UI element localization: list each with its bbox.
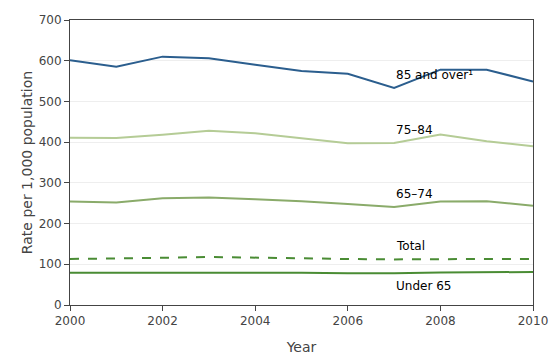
svg-text:2004: 2004 (240, 314, 271, 328)
svg-text:85 and over¹: 85 and over¹ (396, 68, 473, 82)
svg-text:65–74: 65–74 (396, 187, 433, 201)
svg-text:2002: 2002 (147, 314, 178, 328)
svg-text:700: 700 (39, 13, 62, 27)
svg-text:Year: Year (286, 339, 317, 355)
svg-text:300: 300 (39, 176, 62, 190)
svg-text:500: 500 (39, 95, 62, 109)
svg-text:75–84: 75–84 (396, 123, 433, 137)
svg-text:2000: 2000 (55, 314, 86, 328)
svg-text:0: 0 (54, 298, 62, 312)
svg-text:200: 200 (39, 217, 62, 231)
svg-text:2006: 2006 (333, 314, 364, 328)
svg-text:Under 65: Under 65 (396, 279, 451, 293)
svg-text:Total: Total (396, 239, 425, 253)
svg-text:2008: 2008 (425, 314, 456, 328)
svg-text:100: 100 (39, 257, 62, 271)
svg-text:2010: 2010 (518, 314, 549, 328)
svg-text:600: 600 (39, 54, 62, 68)
svg-text:400: 400 (39, 135, 62, 149)
svg-text:Rate per 1,000 population: Rate per 1,000 population (19, 71, 35, 254)
